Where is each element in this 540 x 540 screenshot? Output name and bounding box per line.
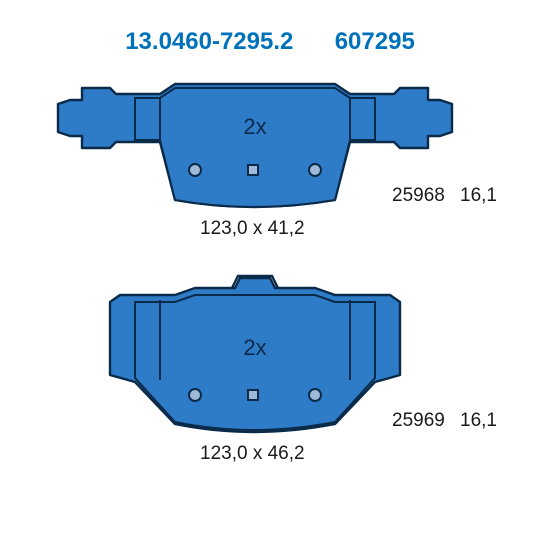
top-dimension: 123,0 x 41,2 — [200, 218, 305, 240]
bottom-qty-label: 2x — [243, 335, 266, 360]
bottom-ref: 25969 — [392, 410, 445, 432]
top-ref: 25968 — [392, 185, 445, 207]
diagram-canvas: 13.0460-7295.2 607295 2x — [0, 0, 540, 540]
bottom-dimension: 123,0 x 46,2 — [200, 443, 305, 465]
top-thickness: 16,1 — [460, 185, 497, 207]
top-qty-label: 2x — [243, 114, 266, 139]
bottom-thickness: 16,1 — [460, 410, 497, 432]
bottom-pad: 2x — [110, 276, 400, 432]
